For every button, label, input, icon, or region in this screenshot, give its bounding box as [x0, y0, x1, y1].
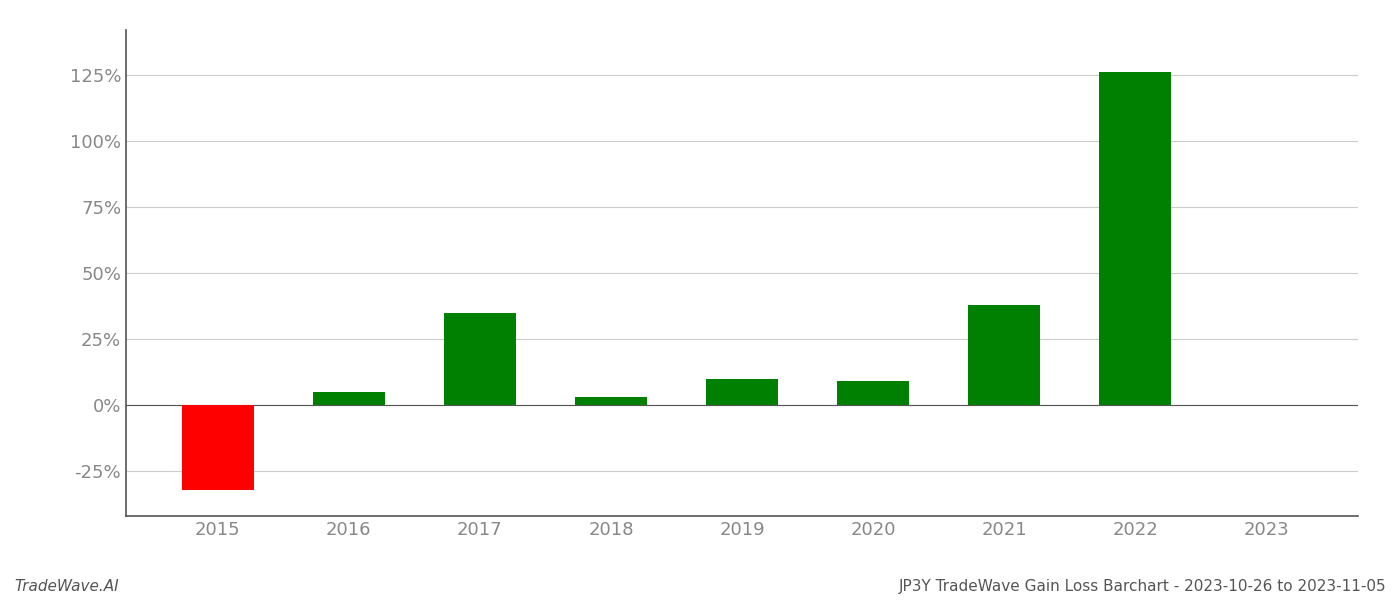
- Bar: [706, 379, 778, 405]
- Text: JP3Y TradeWave Gain Loss Barchart - 2023-10-26 to 2023-11-05: JP3Y TradeWave Gain Loss Barchart - 2023…: [899, 579, 1386, 594]
- Bar: [1099, 72, 1172, 405]
- Bar: [312, 392, 385, 405]
- Bar: [182, 405, 253, 490]
- Bar: [837, 381, 909, 405]
- Text: TradeWave.AI: TradeWave.AI: [14, 579, 119, 594]
- Bar: [967, 305, 1040, 405]
- Bar: [575, 397, 647, 405]
- Bar: [444, 313, 517, 405]
